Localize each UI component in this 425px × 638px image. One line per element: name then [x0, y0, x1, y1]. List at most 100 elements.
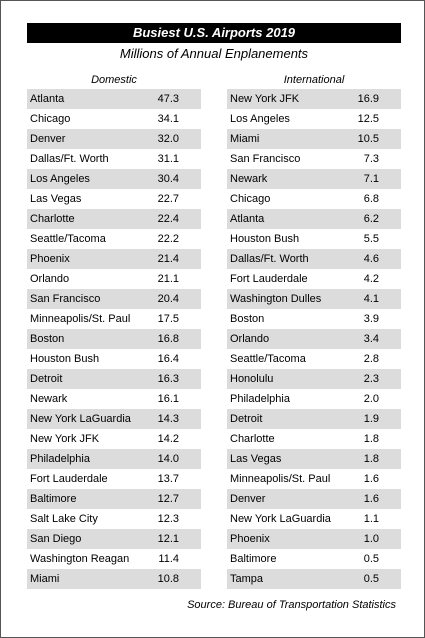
enplanements: 16.4	[157, 353, 179, 365]
airport-name: San Francisco	[30, 293, 101, 305]
table-row: Denver 1.6	[227, 489, 401, 509]
table-row: Houston Bush 5.5	[227, 229, 401, 249]
table-row: Washington Dulles 4.1	[227, 289, 401, 309]
enplanements: 22.7	[157, 193, 179, 205]
enplanements: 4.1	[363, 293, 379, 305]
column-heading: International	[283, 74, 345, 86]
airport-name: Boston	[230, 313, 265, 325]
airport-name: Fort Lauderdale	[230, 273, 308, 285]
enplanements: 22.2	[157, 233, 179, 245]
enplanements: 22.4	[157, 213, 179, 225]
table-row: Minneapolis/St. Paul 17.5	[27, 309, 201, 329]
table-row: Seattle/Tacoma 22.2	[27, 229, 201, 249]
airport-name: Honolulu	[230, 373, 274, 385]
enplanements: 17.5	[157, 313, 179, 325]
enplanements: 14.0	[157, 453, 179, 465]
table-row: Chicago 34.1	[27, 109, 201, 129]
enplanements: 12.3	[157, 513, 179, 525]
enplanements: 12.1	[157, 533, 179, 545]
table-row: Dallas/Ft. Worth 31.1	[27, 149, 201, 169]
table-row: Orlando 3.4	[227, 329, 401, 349]
enplanements: 20.4	[157, 293, 179, 305]
airport-name: Minneapolis/St. Paul	[30, 313, 131, 325]
airport-name: Los Angeles	[230, 113, 290, 125]
table-row: Detroit 1.9	[227, 409, 401, 429]
table-row: Seattle/Tacoma 2.8	[227, 349, 401, 369]
airport-name: Phoenix	[230, 533, 270, 545]
table-row: Newark 16.1	[27, 389, 201, 409]
enplanements: 16.8	[157, 333, 179, 345]
airport-name: Charlotte	[230, 433, 275, 445]
airport-name: Orlando	[230, 333, 270, 345]
enplanements: 5.5	[363, 233, 379, 245]
table-row: Minneapolis/St. Paul 1.6	[227, 469, 401, 489]
table-row: Chicago 6.8	[227, 189, 401, 209]
table-row: New York LaGuardia 14.3	[27, 409, 201, 429]
enplanements: 3.4	[363, 333, 379, 345]
airport-name: Detroit	[30, 373, 63, 385]
table-row: Denver 32.0	[27, 129, 201, 149]
table-row: New York JFK 16.9	[227, 89, 401, 109]
airport-name: Minneapolis/St. Paul	[230, 473, 331, 485]
table-row: Baltimore 0.5	[227, 549, 401, 569]
table-row: Salt Lake City 12.3	[27, 509, 201, 529]
enplanements: 0.5	[363, 573, 379, 585]
airport-name: Chicago	[30, 113, 71, 125]
table-row: Washington Reagan 11.4	[27, 549, 201, 569]
airport-name: Phoenix	[30, 253, 70, 265]
subtitle: Millions of Annual Enplanements	[119, 46, 309, 61]
enplanements: 1.8	[363, 433, 379, 445]
airport-name: Baltimore	[230, 553, 277, 565]
airport-name: Denver	[30, 133, 66, 145]
table-row: Orlando 21.1	[27, 269, 201, 289]
table-row: Atlanta 6.2	[227, 209, 401, 229]
table-row: Boston 3.9	[227, 309, 401, 329]
enplanements: 13.7	[157, 473, 179, 485]
enplanements: 1.8	[363, 453, 379, 465]
enplanements: 32.0	[157, 133, 179, 145]
enplanements: 1.0	[363, 533, 379, 545]
enplanements: 12.7	[157, 493, 179, 505]
table-row: Philadelphia 2.0	[227, 389, 401, 409]
enplanements: 31.1	[157, 153, 179, 165]
airport-name: Dallas/Ft. Worth	[30, 153, 109, 165]
table-row: Charlotte 1.8	[227, 429, 401, 449]
table-row: San Francisco 20.4	[27, 289, 201, 309]
table-row: New York LaGuardia 1.1	[227, 509, 401, 529]
table-row: Phoenix 21.4	[27, 249, 201, 269]
airport-name: Seattle/Tacoma	[230, 353, 306, 365]
enplanements: 4.6	[363, 253, 379, 265]
airport-name: Washington Reagan	[30, 553, 130, 565]
enplanements: 30.4	[157, 173, 179, 185]
enplanements: 6.2	[363, 213, 379, 225]
enplanements: 21.4	[157, 253, 179, 265]
table-row: Honolulu 2.3	[227, 369, 401, 389]
table-row: Los Angeles 12.5	[227, 109, 401, 129]
table-row: Miami 10.5	[227, 129, 401, 149]
enplanements: 2.8	[363, 353, 379, 365]
airport-name: New York LaGuardia	[230, 513, 331, 525]
airport-name: Houston Bush	[230, 233, 300, 245]
airport-name: Detroit	[230, 413, 263, 425]
airport-name: Miami	[30, 573, 60, 585]
airport-name: Salt Lake City	[30, 513, 98, 525]
enplanements: 34.1	[157, 113, 179, 125]
airport-name: Orlando	[30, 273, 70, 285]
airport-name: Atlanta	[230, 213, 265, 225]
enplanements: 1.1	[363, 513, 379, 525]
table-row: Fort Lauderdale 4.2	[227, 269, 401, 289]
enplanements: 7.3	[363, 153, 379, 165]
enplanements: 21.1	[157, 273, 179, 285]
airport-name: Los Angeles	[30, 173, 90, 185]
table-row: Las Vegas 1.8	[227, 449, 401, 469]
table-row: Phoenix 1.0	[227, 529, 401, 549]
airport-name: Fort Lauderdale	[30, 473, 108, 485]
table-row: San Diego 12.1	[27, 529, 201, 549]
enplanements: 3.9	[363, 313, 379, 325]
table-row: San Francisco 7.3	[227, 149, 401, 169]
airport-name: Las Vegas	[230, 453, 282, 465]
airport-name: Houston Bush	[30, 353, 100, 365]
airport-name: Miami	[230, 133, 260, 145]
table-row: Atlanta 47.3	[27, 89, 201, 109]
